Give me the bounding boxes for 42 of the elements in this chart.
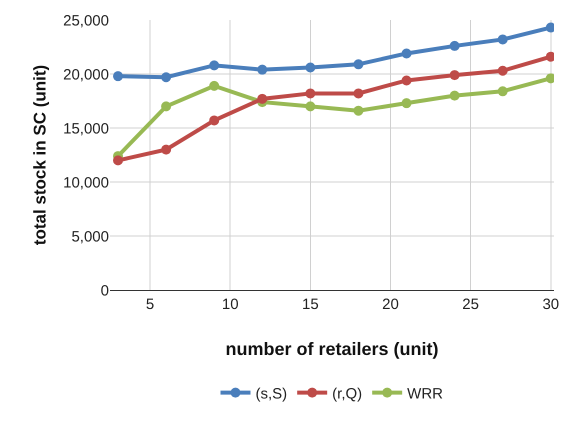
y-tick-label: 10,000: [63, 174, 109, 192]
point: [353, 59, 364, 70]
y-tick-label: 20,000: [63, 66, 109, 84]
point: [161, 144, 172, 155]
point: [402, 48, 412, 58]
x-tick-label: 20: [382, 296, 399, 313]
point: [498, 86, 508, 96]
x-tick-label: 10: [222, 296, 239, 313]
point: [305, 62, 316, 73]
x-axis-title: number of retailers (unit): [225, 339, 439, 360]
point: [450, 40, 460, 51]
point: [113, 71, 124, 82]
point: [209, 60, 220, 70]
point: [450, 70, 460, 80]
point: [113, 155, 124, 166]
point: [498, 34, 508, 44]
y-tick-label: 25,000: [63, 12, 109, 30]
point: [209, 115, 220, 126]
point: [161, 72, 172, 82]
legend-label: (s,S): [256, 386, 288, 402]
y-axis-title: total stock in SC (unit): [30, 64, 50, 246]
point: [257, 64, 268, 75]
y-tick-label: 0: [100, 282, 109, 300]
point: [305, 101, 316, 112]
point: [402, 98, 412, 108]
x-tick-label: 5: [146, 296, 154, 313]
point: [257, 94, 268, 104]
y-tick-label: 15,000: [63, 120, 109, 138]
point: [161, 101, 172, 112]
y-tick-label: 5,000: [71, 228, 109, 246]
point: [305, 88, 316, 98]
x-tick-label: 15: [302, 296, 319, 313]
point: [209, 80, 220, 91]
point: [450, 90, 460, 101]
point: [353, 106, 364, 116]
x-tick-label: 25: [462, 296, 479, 313]
legend-label: (r,Q): [332, 386, 362, 402]
point: [353, 88, 364, 98]
point: [402, 75, 412, 86]
x-tick-label: 30: [542, 296, 560, 313]
point: [498, 66, 508, 76]
legend-label: WRR: [407, 386, 444, 402]
